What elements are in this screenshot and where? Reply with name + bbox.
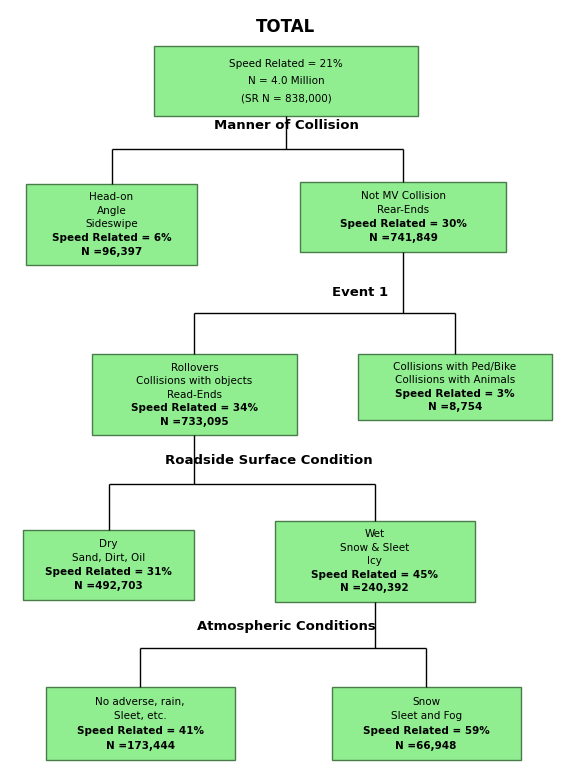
Text: Sleet, etc.: Sleet, etc.	[114, 711, 166, 721]
Text: Speed Related = 31%: Speed Related = 31%	[45, 567, 172, 577]
Text: Roadside Surface Condition: Roadside Surface Condition	[165, 454, 372, 467]
Text: TOTAL: TOTAL	[256, 18, 316, 36]
Text: N =8,754: N =8,754	[427, 402, 482, 412]
Text: N = 4.0 Million: N = 4.0 Million	[248, 77, 324, 86]
Text: Atmospheric Conditions: Atmospheric Conditions	[197, 621, 375, 633]
Text: Speed Related = 59%: Speed Related = 59%	[363, 726, 490, 736]
Text: Rear-Ends: Rear-Ends	[377, 205, 430, 214]
FancyBboxPatch shape	[26, 184, 197, 265]
Text: Collisions with objects: Collisions with objects	[136, 376, 253, 386]
FancyBboxPatch shape	[358, 354, 552, 420]
Text: Speed Related = 45%: Speed Related = 45%	[311, 570, 438, 580]
Text: Collisions with Ped/Bike: Collisions with Ped/Bike	[393, 362, 517, 372]
Text: Wet: Wet	[364, 529, 385, 539]
Text: Icy: Icy	[367, 557, 382, 566]
FancyBboxPatch shape	[46, 687, 235, 760]
FancyBboxPatch shape	[332, 687, 521, 760]
Text: (SR N = 838,000): (SR N = 838,000)	[241, 94, 331, 104]
Text: Speed Related = 21%: Speed Related = 21%	[229, 59, 343, 69]
Text: Dry: Dry	[100, 539, 118, 549]
Text: Collisions with Animals: Collisions with Animals	[395, 375, 515, 385]
Text: N =492,703: N =492,703	[74, 581, 143, 591]
Text: No adverse, rain,: No adverse, rain,	[96, 697, 185, 707]
Text: Speed Related = 34%: Speed Related = 34%	[131, 403, 258, 413]
FancyBboxPatch shape	[275, 520, 475, 602]
Text: N =741,849: N =741,849	[369, 233, 438, 242]
Text: Speed Related = 30%: Speed Related = 30%	[340, 219, 467, 228]
FancyBboxPatch shape	[92, 354, 297, 435]
Text: N =66,948: N =66,948	[395, 741, 457, 751]
Text: Speed Related = 6%: Speed Related = 6%	[51, 233, 172, 243]
FancyBboxPatch shape	[154, 46, 418, 116]
Text: Speed Related = 41%: Speed Related = 41%	[77, 726, 204, 736]
FancyBboxPatch shape	[23, 530, 194, 600]
Text: Speed Related = 3%: Speed Related = 3%	[395, 389, 515, 399]
Text: Angle: Angle	[97, 206, 126, 216]
Text: Snow & Sleet: Snow & Sleet	[340, 543, 410, 553]
Text: Event 1: Event 1	[332, 286, 388, 299]
Text: Not MV Collision: Not MV Collision	[361, 191, 446, 200]
Text: Head-on: Head-on	[89, 193, 134, 202]
Text: Rollovers: Rollovers	[170, 363, 219, 372]
Text: Manner of Collision: Manner of Collision	[213, 119, 359, 132]
Text: N =240,392: N =240,392	[340, 584, 409, 593]
Text: N =173,444: N =173,444	[106, 741, 174, 751]
Text: Snow: Snow	[412, 697, 440, 707]
Text: Sideswipe: Sideswipe	[85, 220, 138, 229]
Text: Sand, Dirt, Oil: Sand, Dirt, Oil	[72, 553, 145, 563]
Text: N =733,095: N =733,095	[160, 417, 229, 426]
Text: Sleet and Fog: Sleet and Fog	[391, 711, 462, 721]
Text: Read-Ends: Read-Ends	[167, 390, 222, 399]
Text: N =96,397: N =96,397	[81, 247, 142, 256]
FancyBboxPatch shape	[300, 182, 506, 252]
